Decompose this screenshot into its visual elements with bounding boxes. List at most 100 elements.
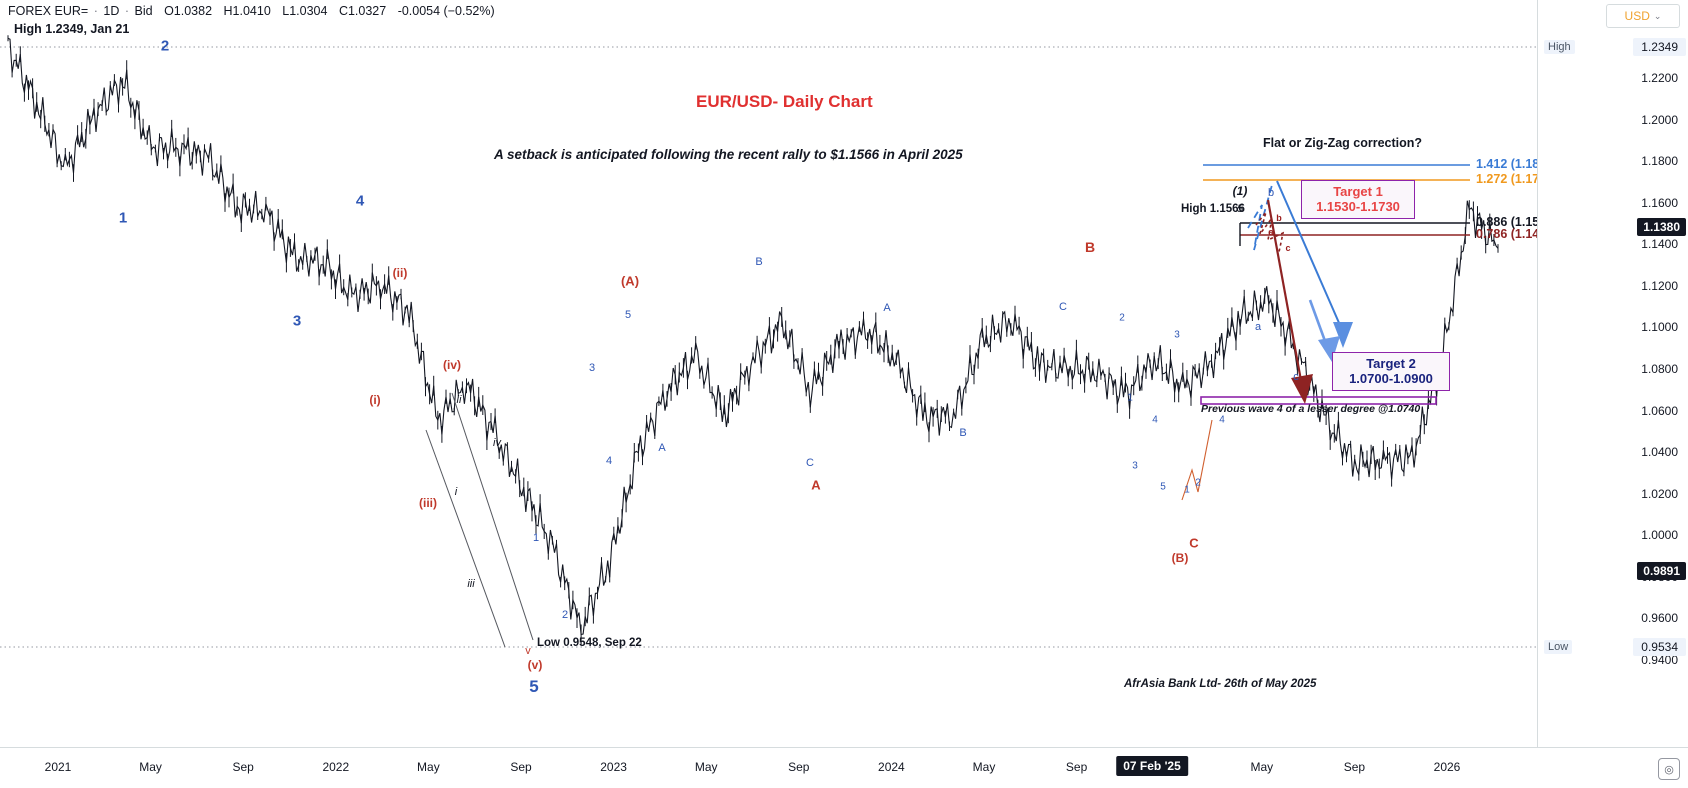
price-tick: 1.0200 xyxy=(1641,486,1678,501)
wave-label-i: (i) xyxy=(369,393,381,407)
time-tick: May xyxy=(417,760,440,774)
wave-label-3: 3 xyxy=(292,312,302,330)
wave-label-ii: (ii) xyxy=(392,266,408,280)
target-2-box: Target 2 1.0700-1.0900 xyxy=(1332,352,1450,391)
legend-low-label: L xyxy=(282,4,290,18)
time-tick: 2021 xyxy=(44,760,72,774)
flat-zigzag-note: Flat or Zig-Zag correction? xyxy=(1263,136,1423,150)
wave-label-b: b xyxy=(1276,213,1282,223)
high-badge-value: 1.2349 xyxy=(1633,38,1686,56)
wave-label-iv: (iv) xyxy=(443,358,461,372)
time-tick: Sep xyxy=(510,760,532,774)
time-tick: Sep xyxy=(1343,760,1366,774)
wave-label-b: b xyxy=(1267,187,1275,199)
wave-label-4: 4 xyxy=(1152,414,1158,426)
legend-open-label: O xyxy=(164,4,174,18)
price-tick: 1.0600 xyxy=(1641,403,1678,418)
wave-label-v: (v) xyxy=(527,658,543,672)
chevron-down-icon: ⌄ xyxy=(1653,10,1662,21)
wave-label-5: 5 xyxy=(1160,481,1166,493)
wave-label-4: 4 xyxy=(355,192,365,210)
price-tick: 1.0800 xyxy=(1641,361,1678,376)
price-tick: 0.9400 xyxy=(1641,653,1678,667)
chart-legend: FOREX EUR= · 1D · Bid O1.0382 H1.0410 L1… xyxy=(8,4,495,18)
wave-label-1: 1 xyxy=(118,209,128,227)
wave-label-iv: iv xyxy=(493,437,501,449)
price-tick: 1.0000 xyxy=(1641,528,1678,543)
currency-label: USD xyxy=(1624,9,1650,23)
wave-label-iii: (iii) xyxy=(419,496,437,510)
wave-label-a: a xyxy=(1254,321,1262,333)
low-label: Low 0.9548, Sep 22 xyxy=(537,637,642,649)
legend-high: 1.0410 xyxy=(232,4,271,18)
gear-icon[interactable]: ◎ xyxy=(1658,758,1680,780)
target-1-range: 1.1530-1.1730 xyxy=(1316,199,1400,215)
wave-label-iii: iii xyxy=(467,578,475,590)
last-price-badge: 1.1380 xyxy=(1637,218,1686,236)
secondary-price-badge: 0.9891 xyxy=(1637,562,1686,580)
wave-label-A: (A) xyxy=(620,273,640,289)
currency-selector[interactable]: USD ⌄ xyxy=(1606,4,1680,28)
legend-sep-1: · xyxy=(93,4,98,18)
wave-label-2: 2 xyxy=(1119,312,1125,324)
plot-area[interactable] xyxy=(0,0,1538,748)
target-1-box: Target 1 1.1530-1.1730 xyxy=(1301,180,1415,219)
legend-close-label: C xyxy=(338,4,348,18)
high-badge-label: High xyxy=(1544,40,1575,54)
time-axis[interactable]: 2021 May Sep 2022 May Sep 2023 May Sep 2024 May Sep… xyxy=(0,747,1688,788)
target-2-range: 1.0700-1.0900 xyxy=(1349,371,1433,387)
wave-label-B: B xyxy=(1084,239,1096,255)
time-tick: 2024 xyxy=(878,760,905,774)
target-2-label: Target 2 xyxy=(1366,356,1416,371)
high-marker-label: High 1.2349, Jan 21 xyxy=(14,22,130,36)
price-tick: 0.9600 xyxy=(1641,611,1678,626)
wave-label-2: 2 xyxy=(160,37,170,55)
wave-label-c: c xyxy=(1285,243,1291,253)
wave-label-3: 3 xyxy=(588,362,596,374)
wave-label-1: 1 xyxy=(1184,484,1190,496)
time-tick: 2023 xyxy=(600,760,627,774)
recent-high-label: High 1.1566 xyxy=(1181,203,1245,215)
time-tick: Sep xyxy=(232,760,254,774)
legend-source[interactable]: Bid xyxy=(134,4,153,18)
wave-label-B: B xyxy=(755,256,763,268)
wave-label-4: 4 xyxy=(1219,414,1225,426)
price-tick: 1.0400 xyxy=(1641,445,1678,460)
target-1-label: Target 1 xyxy=(1333,184,1383,199)
wave-label-1: (1) xyxy=(1232,184,1248,198)
wave-label-C: C xyxy=(1189,535,1199,551)
price-tick: 1.2000 xyxy=(1641,112,1678,127)
wave-label-3: 3 xyxy=(1132,460,1138,472)
time-tick: Sep xyxy=(788,760,810,774)
time-tick: May xyxy=(972,760,996,774)
price-tick: 1.1400 xyxy=(1641,237,1678,252)
wave-label-C: C xyxy=(806,457,814,469)
legend-interval[interactable]: 1D xyxy=(103,4,120,18)
wave-label-i: i xyxy=(454,486,458,498)
legend-symbol[interactable]: FOREX EUR= xyxy=(8,4,89,18)
wave-label-v: v xyxy=(525,645,531,657)
wave-label-5: 5 xyxy=(529,677,539,696)
wave-label-A: A xyxy=(658,442,666,454)
wave-label-5: 5 xyxy=(624,309,632,321)
price-tick: 1.1800 xyxy=(1641,154,1678,169)
price-axis[interactable]: USD ⌄ 1.2200 1.2000 1.1800 1.1600 1.1400 1.12… xyxy=(1537,0,1688,748)
wave-label-A: A xyxy=(883,302,891,314)
legend-high-label: H xyxy=(223,4,233,18)
legend-low: 1.0304 xyxy=(289,4,328,18)
time-tick: 2022 xyxy=(322,760,350,774)
low-badge-label: Low xyxy=(1544,640,1573,654)
wave-label-3: 3 xyxy=(1174,329,1180,341)
time-tick: May xyxy=(694,760,718,774)
time-tick: Sep xyxy=(1065,760,1088,774)
wave-label-1: 1 xyxy=(532,532,540,544)
price-tick: 1.1200 xyxy=(1641,278,1678,293)
wave-label-1: 1 xyxy=(1127,392,1133,404)
legend-sep-2: · xyxy=(124,4,130,18)
price-tick: 1.1000 xyxy=(1641,320,1678,335)
wave-label-2: 2 xyxy=(561,609,569,621)
wave-label-a: a xyxy=(1268,227,1274,237)
legend-close: 1.0327 xyxy=(347,4,387,18)
time-cursor-badge: 07 Feb '25 xyxy=(1116,756,1188,776)
